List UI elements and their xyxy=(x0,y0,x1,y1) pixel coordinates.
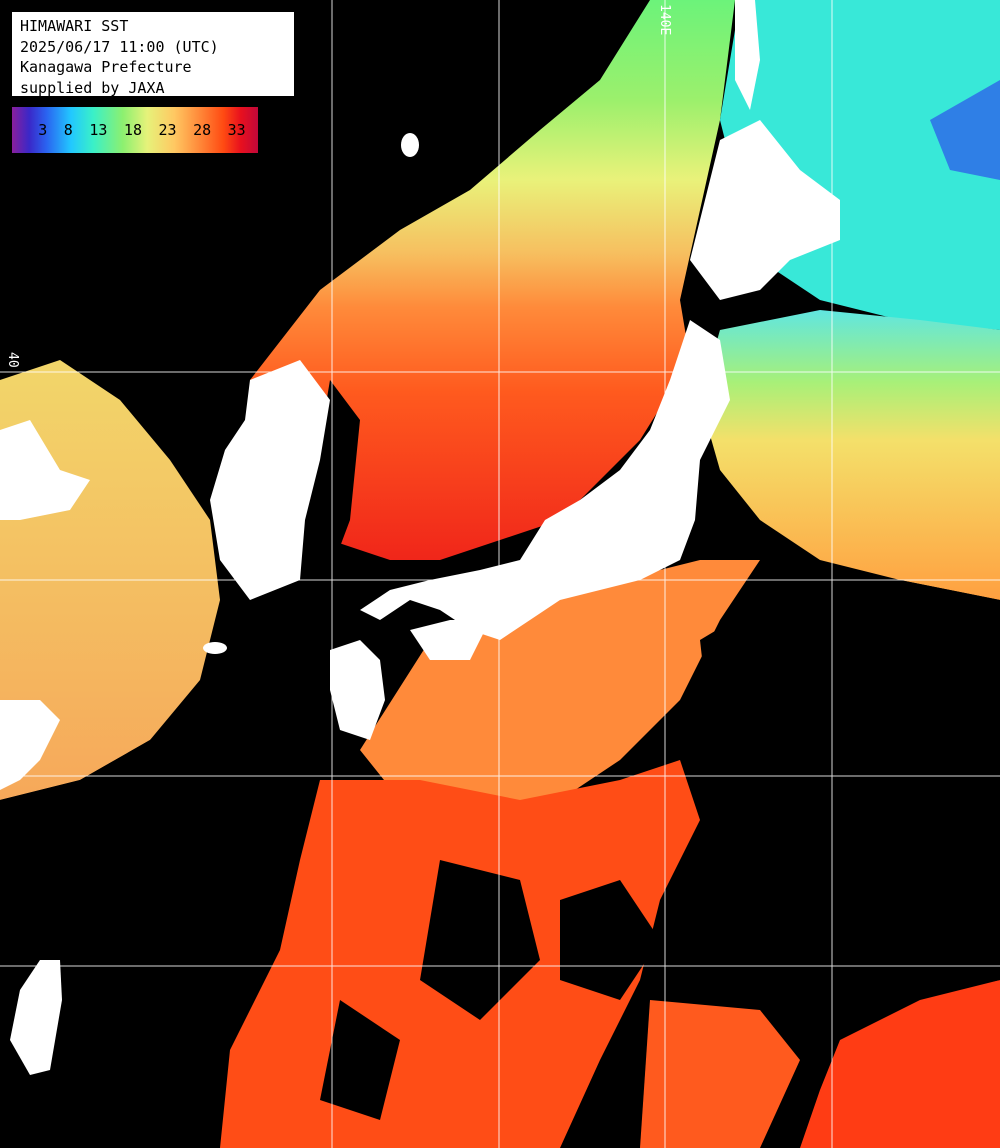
jeju-land xyxy=(203,642,227,654)
map-title: HIMAWARI SST xyxy=(20,17,129,35)
china-coast-land xyxy=(0,420,90,520)
sakhalin-land xyxy=(735,0,760,110)
sea-of-japan-sst xyxy=(250,0,735,560)
south-patch-sst xyxy=(640,1000,800,1148)
data-credit: supplied by JAXA xyxy=(20,78,165,97)
temperature-color-legend: 3 8 13 18 23 28 33 xyxy=(10,105,260,155)
longitude-label: 140E xyxy=(657,4,672,36)
southeast-sst xyxy=(800,980,1000,1148)
korea-land xyxy=(210,360,330,600)
kyushu-land xyxy=(330,640,385,740)
title-box: HIMAWARI SST 2025/06/17 11:00 (UTC) Kana… xyxy=(10,10,296,98)
kuroshio-sst xyxy=(360,560,760,820)
region-name: Kanagawa Prefecture xyxy=(20,58,192,76)
island-land xyxy=(401,133,419,157)
legend-tick: 28 xyxy=(193,121,212,139)
honshu-land xyxy=(360,320,730,640)
legend-tick: 8 xyxy=(63,121,73,139)
china-coast-south-land xyxy=(0,700,60,790)
legend-tick: 3 xyxy=(38,121,48,139)
latitude-label: 40 xyxy=(5,352,20,368)
legend-tick: 13 xyxy=(89,121,108,139)
legend-tick: 18 xyxy=(123,121,142,139)
legend-tick: 23 xyxy=(158,121,177,139)
legend-tick: 33 xyxy=(227,121,246,139)
land xyxy=(0,0,840,1075)
observation-datetime: 2025/06/17 11:00 (UTC) xyxy=(20,37,219,56)
okhotsk-cold-sst xyxy=(930,80,1000,180)
north-pacific-sst xyxy=(700,310,1000,600)
shikoku-land xyxy=(410,620,490,660)
taiwan-land xyxy=(10,960,62,1075)
hokkaido-land xyxy=(690,120,840,300)
